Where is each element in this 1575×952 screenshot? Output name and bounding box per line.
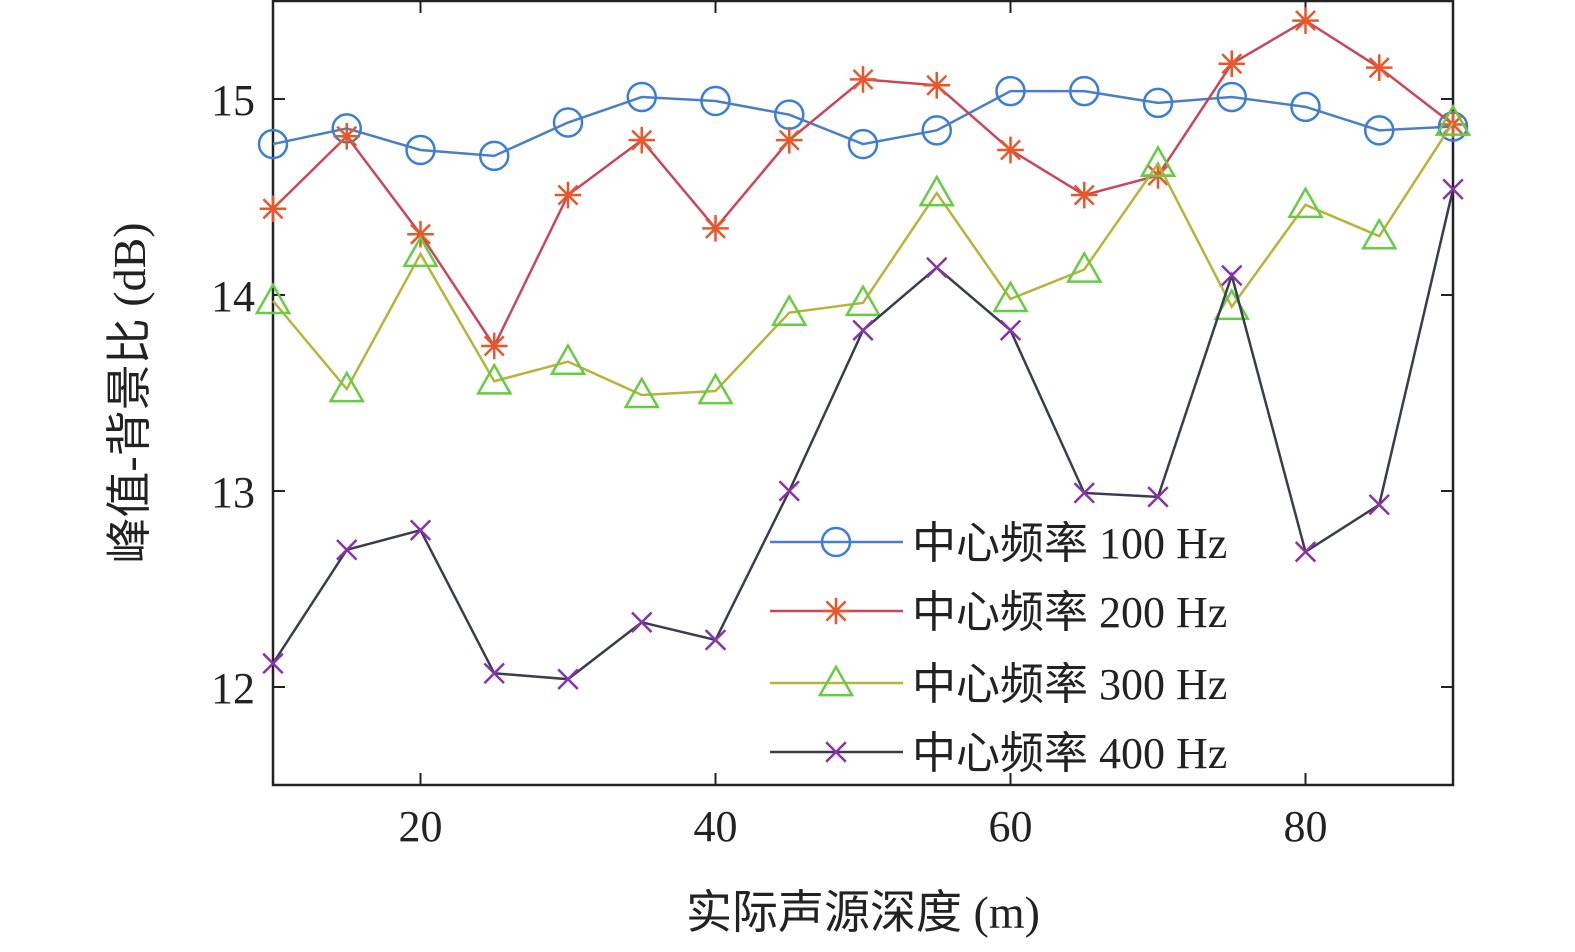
legend-entry-label: 中心频率 300 Hz bbox=[912, 660, 1227, 709]
series-4-point bbox=[1221, 264, 1243, 287]
series-1-point bbox=[405, 134, 436, 166]
series-3-point bbox=[697, 372, 734, 405]
series-4-point bbox=[778, 480, 800, 502]
series-4-point bbox=[409, 519, 432, 541]
x-tick-label: 60 bbox=[989, 802, 1033, 851]
series-3 bbox=[254, 103, 1472, 409]
y-tick-label: 15 bbox=[211, 76, 255, 125]
series-4-point bbox=[1442, 178, 1464, 200]
series-2-point bbox=[1070, 181, 1098, 209]
series-2-point bbox=[1365, 54, 1393, 81]
legend: 中心频率 100 Hz 中心频率 200 Hz 中心频率 300 Hz 中心频率 40… bbox=[770, 519, 1227, 778]
series-3-point bbox=[623, 376, 661, 409]
series-4-point bbox=[704, 629, 727, 651]
series-1-point bbox=[626, 81, 657, 113]
series-2-point bbox=[259, 195, 287, 223]
series-1 bbox=[257, 75, 1469, 172]
series-1-point bbox=[257, 128, 289, 160]
series-1-point bbox=[995, 75, 1026, 107]
series-1-point bbox=[479, 140, 510, 172]
series-3-point bbox=[1360, 217, 1398, 250]
series-1-point bbox=[921, 115, 952, 146]
series-2-point bbox=[702, 215, 729, 242]
series-3-point bbox=[770, 294, 808, 326]
series-2-point bbox=[333, 122, 361, 150]
series-1-point bbox=[1364, 115, 1395, 146]
series-layer bbox=[254, 7, 1472, 690]
series-1-point bbox=[1290, 91, 1321, 123]
axis-ticks: 20 40 60 80 12 13 14 15 bbox=[211, 1, 1453, 851]
y-tick-label: 13 bbox=[211, 468, 255, 517]
legend-marker bbox=[822, 597, 850, 625]
series-3-point bbox=[1139, 145, 1177, 178]
series-4-point bbox=[631, 611, 653, 634]
series-3-point bbox=[1287, 186, 1324, 219]
series-3-point bbox=[1434, 103, 1472, 136]
series-4-point bbox=[926, 256, 948, 279]
series-3-point bbox=[328, 370, 366, 403]
series-2-point bbox=[923, 71, 951, 99]
series-1-line bbox=[272, 89, 1454, 158]
series-3-point bbox=[1065, 250, 1103, 283]
legend-entry-label: 中心频率 100 Hz bbox=[912, 519, 1227, 568]
series-1-point bbox=[1069, 75, 1100, 107]
series-4-point bbox=[1294, 541, 1317, 563]
series-3-point bbox=[549, 343, 587, 375]
legend-entry-label: 中心频率 200 Hz bbox=[912, 588, 1227, 637]
series-4-point bbox=[1073, 482, 1095, 504]
x-tick-label: 80 bbox=[1284, 802, 1328, 851]
y-axis-label: 峰值-背景比 (dB) bbox=[104, 222, 155, 563]
series-3-point bbox=[992, 280, 1029, 313]
series-4-point bbox=[262, 652, 284, 675]
series-1-point bbox=[700, 85, 731, 117]
series-3-point bbox=[475, 362, 513, 395]
legend-marker bbox=[820, 526, 852, 558]
series-4-point bbox=[999, 319, 1022, 341]
x-tick-label: 40 bbox=[694, 802, 738, 851]
series-3-point bbox=[254, 282, 292, 315]
legend-entry-label: 中心频率 400 Hz bbox=[912, 729, 1227, 778]
series-4-point bbox=[557, 668, 579, 690]
series-4-point bbox=[1368, 494, 1390, 516]
series-2-point bbox=[1292, 7, 1319, 34]
series-3-point bbox=[402, 235, 439, 268]
series-3-point bbox=[918, 174, 956, 207]
series-1-point bbox=[1216, 81, 1247, 113]
series-2-point bbox=[849, 66, 877, 93]
series-1-point bbox=[552, 107, 584, 138]
series-4-point bbox=[483, 662, 505, 684]
series-2-point bbox=[480, 332, 508, 360]
series-2-point bbox=[554, 181, 582, 209]
series-4-point bbox=[336, 539, 358, 561]
series-2-point bbox=[1218, 50, 1246, 78]
series-4 bbox=[262, 178, 1464, 690]
series-2-point bbox=[775, 126, 803, 154]
series-1-point bbox=[847, 128, 879, 160]
legend-marker bbox=[825, 741, 847, 763]
series-3-line bbox=[272, 121, 1455, 397]
series-4-point bbox=[1147, 486, 1169, 508]
x-axis-label: 实际声源深度 (m) bbox=[686, 887, 1040, 938]
series-2-point bbox=[997, 136, 1024, 164]
legend-marker bbox=[817, 664, 855, 697]
series-2 bbox=[259, 7, 1467, 360]
plot-area bbox=[271, 0, 1455, 787]
x-tick-label: 20 bbox=[399, 802, 443, 851]
series-3-point bbox=[844, 284, 882, 317]
y-tick-label: 12 bbox=[211, 664, 255, 713]
series-2-point bbox=[407, 220, 434, 248]
y-tick-label: 14 bbox=[211, 272, 255, 321]
series-4-point bbox=[852, 319, 874, 341]
series-2-point bbox=[628, 126, 656, 154]
series-1-point bbox=[1142, 87, 1174, 119]
